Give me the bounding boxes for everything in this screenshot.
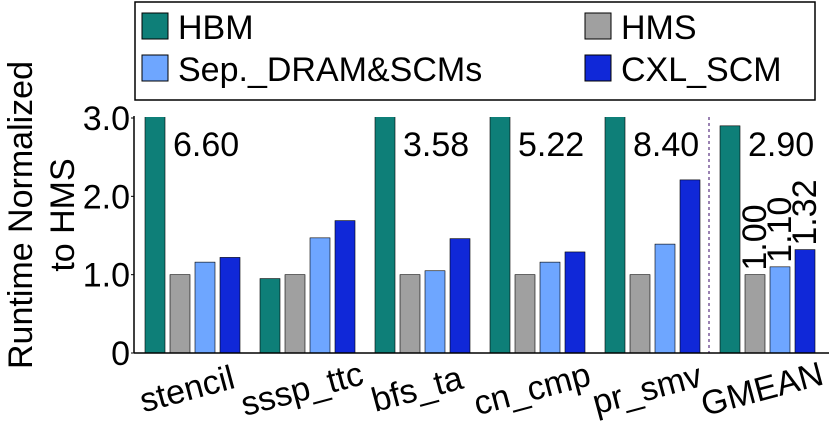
bar [794, 249, 816, 354]
value-label: 1.10 [761, 197, 799, 263]
bar [144, 117, 166, 354]
bar [194, 261, 216, 354]
bar [219, 257, 241, 354]
bar [489, 117, 511, 354]
value-label: 1.00 [736, 204, 774, 270]
bar [259, 278, 281, 354]
legend-label: HBM [178, 9, 254, 47]
value-label: 3.58 [403, 126, 469, 164]
legend-swatch [584, 12, 612, 40]
x-tick-label: sssp_ttc [237, 355, 367, 424]
legend-label: Sep._DRAM&SCMs [178, 51, 482, 89]
y-axis-label: to HMS [44, 158, 82, 271]
y-axis-label: Runtime Normalized [2, 61, 40, 369]
legend-label: HMS [621, 9, 697, 47]
x-tick-label: stencil [136, 359, 239, 421]
bar [629, 274, 651, 354]
legend-swatch [141, 54, 169, 82]
legend-label: CXL_SCM [621, 51, 782, 89]
bar [309, 237, 331, 354]
bar [769, 266, 791, 354]
legend-box [134, 1, 816, 101]
y-tick-label: 0 [111, 335, 130, 373]
value-label: 2.90 [748, 126, 814, 164]
bar [539, 261, 561, 354]
bar [169, 274, 191, 354]
bar [564, 251, 586, 354]
bar [334, 220, 356, 354]
bar [374, 117, 396, 354]
bar [679, 179, 701, 354]
bar [424, 270, 446, 354]
value-label: 6.60 [173, 126, 239, 164]
x-tick-label: pr_smv [588, 357, 706, 423]
y-tick-label: 3.0 [83, 100, 130, 138]
bar [654, 243, 676, 354]
bar [284, 274, 306, 354]
y-tick-label: 2.0 [83, 178, 130, 216]
bar [514, 274, 536, 354]
x-tick-label: bfs_ta [368, 359, 467, 420]
bar [449, 238, 471, 354]
value-label: 5.22 [518, 126, 584, 164]
y-tick-label: 1.0 [83, 257, 130, 295]
bar [744, 274, 766, 354]
x-tick-label: cn_cmp [470, 356, 595, 424]
legend-swatch [584, 54, 612, 82]
legend-swatch [141, 12, 169, 40]
value-label: 8.40 [633, 126, 699, 164]
value-label: 1.32 [786, 179, 824, 245]
bars [144, 117, 816, 354]
bar [399, 274, 421, 354]
x-tick-label: GMEAN [697, 355, 827, 424]
